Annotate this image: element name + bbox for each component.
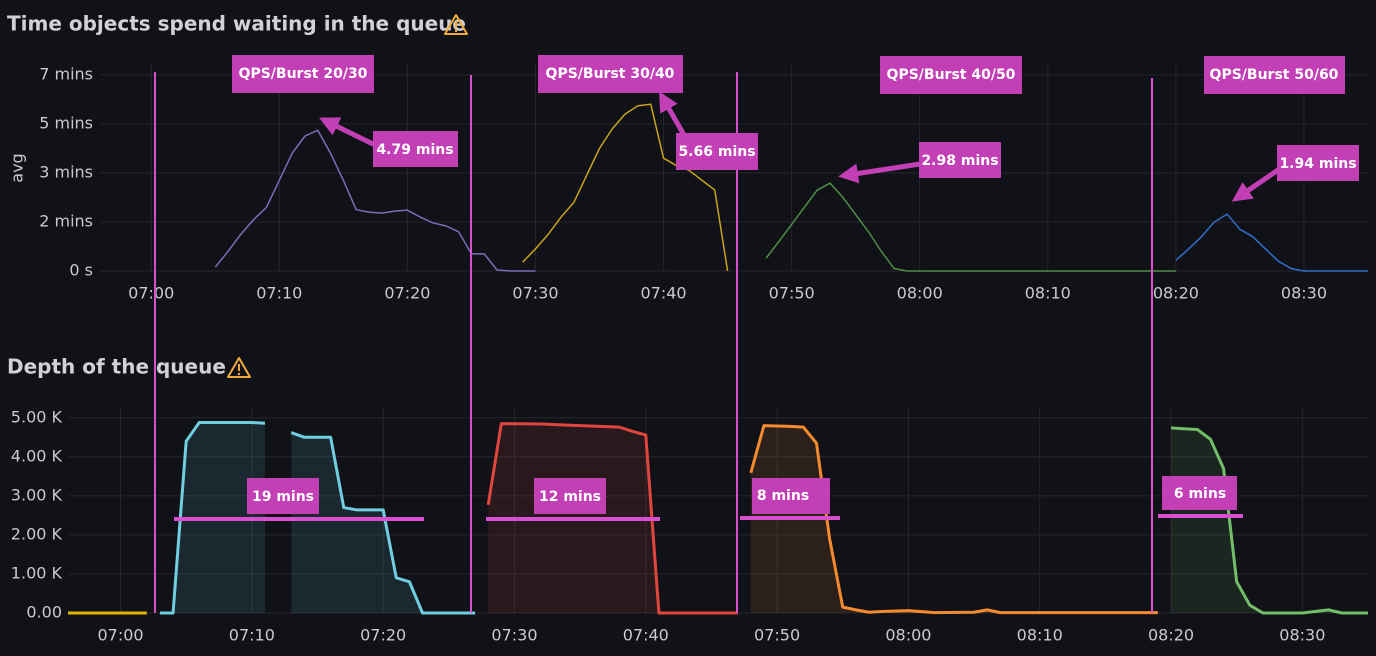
- x-tick-label: 08:30: [1279, 626, 1325, 645]
- x-tick-label: 07:20: [384, 284, 430, 303]
- arrow: [838, 161, 921, 184]
- x-tick-label: 08:10: [1025, 284, 1071, 303]
- peak-label: 1.94 mins: [1279, 156, 1356, 172]
- x-tick-label: 07:50: [769, 284, 815, 303]
- x-tick-label: 08:00: [897, 284, 943, 303]
- series-line: [765, 182, 1176, 272]
- x-tick-label: 07:10: [229, 626, 275, 645]
- chart-panel: Time objects spend waiting in the queue a…: [7, 12, 1368, 303]
- y-tick-label: 7 mins: [39, 64, 93, 83]
- phase-label: QPS/Burst 50/60: [1210, 67, 1339, 83]
- phase-box: [880, 56, 1022, 94]
- y-tick-label: 5 mins: [39, 113, 93, 132]
- peak-box: [373, 131, 458, 167]
- duration-label: 8 mins: [757, 488, 809, 504]
- y-axis-label: avg: [8, 153, 27, 182]
- phase-box: [1204, 56, 1345, 94]
- chart-title: Time objects spend waiting in the queue: [7, 12, 466, 36]
- x-tick-label: 07:40: [623, 626, 669, 645]
- x-tick-label: 08:30: [1281, 284, 1327, 303]
- phase-box: [538, 55, 683, 93]
- series-area: [750, 425, 1158, 613]
- series-line: [159, 420, 476, 615]
- x-tick-label: 07:20: [360, 626, 406, 645]
- duration-box: [752, 478, 830, 514]
- y-tick-label: 3.00 K: [11, 485, 63, 504]
- duration-label: 6 mins: [1174, 486, 1226, 502]
- duration-box: [1162, 476, 1237, 510]
- warning-dot: [454, 29, 458, 33]
- series-area: [1171, 427, 1368, 613]
- x-tick-label: 07:30: [491, 626, 537, 645]
- chart-title: Depth of the queue: [7, 355, 226, 379]
- y-tick-label: 5.00 K: [11, 407, 63, 426]
- peak-box: [1277, 145, 1359, 181]
- x-tick-label: 08:20: [1148, 626, 1194, 645]
- duration-box: [534, 478, 606, 514]
- warning-triangle: [227, 357, 251, 378]
- duration-label: 19 mins: [252, 489, 314, 505]
- x-tick-label: 07:00: [128, 284, 174, 303]
- peak-box: [676, 133, 758, 170]
- y-tick-label: 4.00 K: [11, 446, 63, 465]
- phase-label: QPS/Burst 40/50: [887, 67, 1016, 83]
- peak-box: [919, 142, 1001, 178]
- phase-label: QPS/Burst 30/40: [546, 66, 675, 82]
- warning-icon: [227, 357, 251, 378]
- y-tick-label: 3 mins: [39, 162, 93, 181]
- y-tick-label: 2 mins: [39, 211, 93, 230]
- warning-dot: [237, 372, 241, 376]
- series-line: [522, 103, 729, 272]
- y-tick-label: 1.00 K: [11, 563, 63, 582]
- duration-label: 12 mins: [539, 489, 601, 505]
- phase-label: QPS/Burst 20/30: [239, 66, 368, 82]
- arrow: [1231, 167, 1280, 202]
- y-tick-label: 0.00: [26, 603, 62, 622]
- series-line: [214, 129, 536, 272]
- warning-triangle: [444, 14, 468, 35]
- warning-icon: [444, 14, 468, 35]
- x-tick-label: 07:50: [754, 626, 800, 645]
- x-tick-label: 08:10: [1017, 626, 1063, 645]
- x-tick-label: 08:20: [1153, 284, 1199, 303]
- x-tick-label: 07:00: [97, 626, 143, 645]
- x-tick-label: 07:30: [512, 284, 558, 303]
- peak-label: 2.98 mins: [921, 153, 998, 169]
- series-line: [1175, 213, 1368, 272]
- series-line: [1170, 426, 1368, 615]
- y-tick-label: 2.00 K: [11, 524, 63, 543]
- series-line: [486, 422, 738, 615]
- x-tick-label: 07:10: [256, 284, 302, 303]
- duration-box: [247, 478, 319, 514]
- y-tick-label: 0 s: [69, 261, 93, 280]
- phase-box: [232, 55, 374, 93]
- peak-label: 4.79 mins: [376, 142, 453, 158]
- x-tick-label: 08:00: [885, 626, 931, 645]
- arrow: [319, 117, 377, 148]
- series-line: [749, 424, 1158, 615]
- annotation-overlay: QPS/Burst 20/30 QPS/Burst 30/40 QPS/Burs…: [154, 55, 1359, 613]
- peak-label: 5.66 mins: [678, 144, 755, 160]
- x-tick-label: 07:40: [641, 284, 687, 303]
